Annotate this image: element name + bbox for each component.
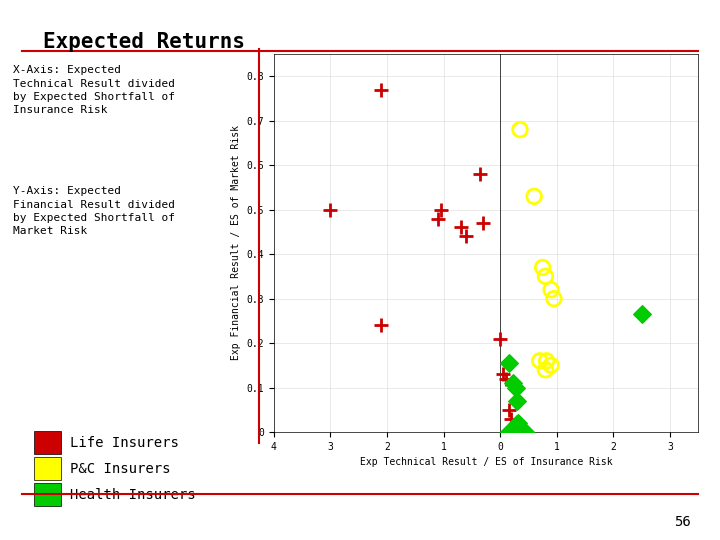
Point xyxy=(513,419,524,428)
Point xyxy=(540,366,552,374)
Point xyxy=(528,192,540,201)
Point xyxy=(507,379,518,387)
Point xyxy=(375,321,387,329)
Text: X-Axis: Expected
Technical Result divided
by Expected Shortfall of
Insurance Ris: X-Axis: Expected Technical Result divide… xyxy=(14,65,176,115)
FancyBboxPatch shape xyxy=(34,431,60,454)
Point xyxy=(325,205,336,214)
Text: Expected Returns: Expected Returns xyxy=(43,32,246,52)
Point xyxy=(541,356,552,365)
Point xyxy=(534,356,546,365)
Point xyxy=(636,310,647,319)
Y-axis label: Exp Financial Result / ES of Market Risk: Exp Financial Result / ES of Market Risk xyxy=(230,125,240,361)
Point xyxy=(511,428,523,436)
Point xyxy=(432,214,444,223)
Point xyxy=(511,396,523,405)
Point xyxy=(508,423,520,432)
Point xyxy=(505,414,517,423)
Point xyxy=(540,272,552,281)
Point xyxy=(537,263,549,272)
Text: Y-Axis: Expected
Financial Result divided
by Expected Shortfall of
Market Risk: Y-Axis: Expected Financial Result divide… xyxy=(14,186,176,236)
Point xyxy=(498,370,509,379)
Point xyxy=(514,125,526,134)
Text: 56: 56 xyxy=(675,515,691,529)
Point xyxy=(460,232,472,241)
Point xyxy=(495,334,506,343)
Point xyxy=(500,374,512,383)
Text: Health Insurers: Health Insurers xyxy=(71,488,196,502)
Point xyxy=(511,428,523,436)
Point xyxy=(455,223,467,232)
Point xyxy=(503,406,514,414)
Point xyxy=(510,383,522,392)
Point xyxy=(545,361,557,369)
Point xyxy=(503,359,514,367)
Point xyxy=(477,219,489,227)
X-axis label: Exp Technical Result / ES of Insurance Risk: Exp Technical Result / ES of Insurance R… xyxy=(360,457,612,467)
Point xyxy=(548,294,559,303)
Point xyxy=(375,85,387,94)
Point xyxy=(545,285,557,294)
Point xyxy=(514,428,526,436)
FancyBboxPatch shape xyxy=(34,483,60,506)
Text: P&C Insurers: P&C Insurers xyxy=(71,462,171,476)
FancyBboxPatch shape xyxy=(34,457,60,480)
Text: Life Insurers: Life Insurers xyxy=(71,436,179,450)
Point xyxy=(474,170,486,178)
Point xyxy=(435,205,446,214)
